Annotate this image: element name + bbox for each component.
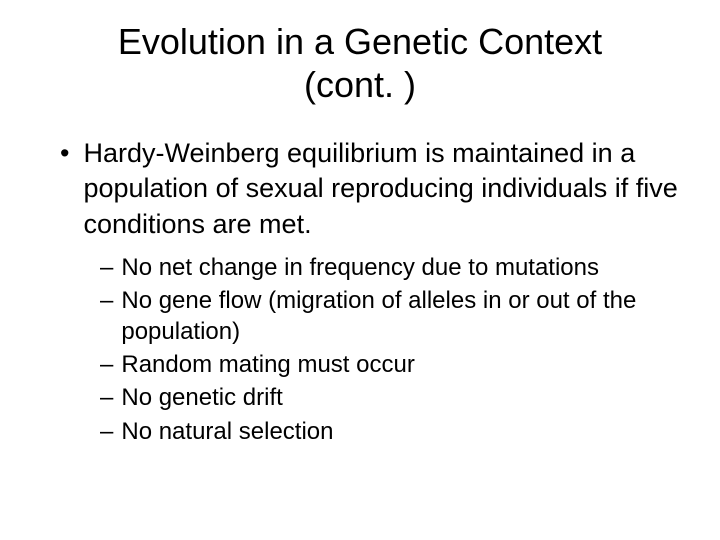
sub-bullet-text: No natural selection (121, 416, 333, 447)
sub-bullet: – No natural selection (100, 416, 680, 447)
dash-marker: – (100, 382, 113, 413)
main-bullet: • Hardy-Weinberg equilibrium is maintain… (40, 136, 680, 241)
sub-bullet-text: No net change in frequency due to mutati… (121, 252, 599, 283)
sub-bullet-text: Random mating must occur (121, 349, 414, 380)
sub-bullet: – No gene flow (migration of alleles in … (100, 285, 680, 347)
dash-marker: – (100, 416, 113, 447)
main-bullet-text: Hardy-Weinberg equilibrium is maintained… (83, 136, 680, 241)
slide-title: Evolution in a Genetic Context (cont. ) (40, 20, 680, 106)
dash-marker: – (100, 349, 113, 380)
bullet-marker: • (60, 136, 69, 241)
dash-marker: – (100, 252, 113, 283)
title-line-2: (cont. ) (304, 64, 416, 105)
sub-bullet: – No net change in frequency due to muta… (100, 252, 680, 283)
sub-bullet: – No genetic drift (100, 382, 680, 413)
sub-bullet: – Random mating must occur (100, 349, 680, 380)
sub-bullet-list: – No net change in frequency due to muta… (40, 252, 680, 447)
title-line-1: Evolution in a Genetic Context (118, 21, 602, 62)
sub-bullet-text: No genetic drift (121, 382, 282, 413)
sub-bullet-text: No gene flow (migration of alleles in or… (121, 285, 680, 347)
dash-marker: – (100, 285, 113, 347)
